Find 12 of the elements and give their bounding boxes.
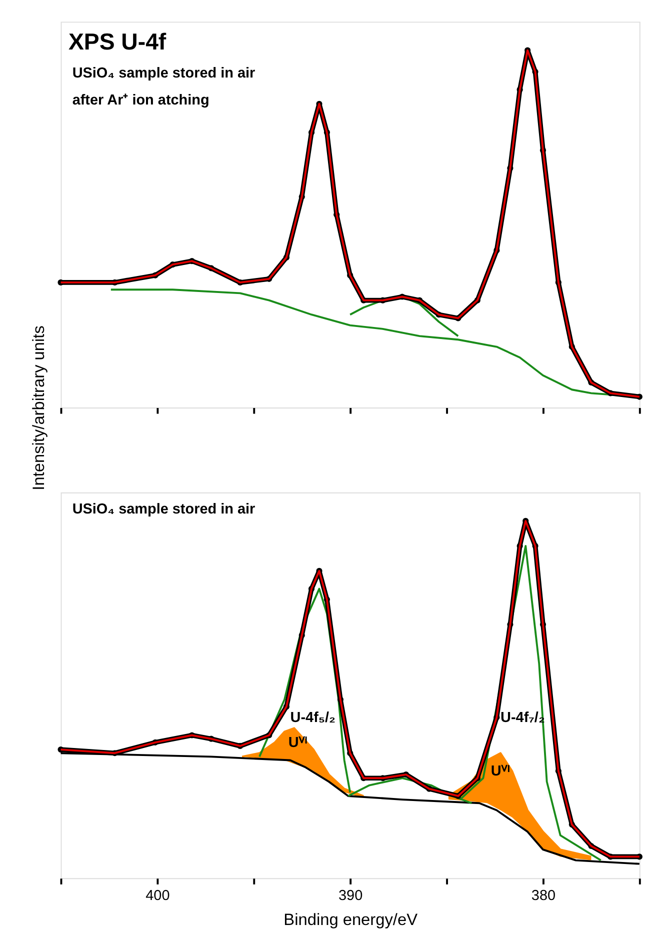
y-axis-title: Intensity/arbitrary units <box>30 326 48 490</box>
x-tick-label: 390 <box>338 888 363 904</box>
x-axis-title: Binding energy/eV <box>284 910 418 929</box>
x-tick-label: 380 <box>531 888 556 904</box>
x-tick-label: 400 <box>146 888 170 904</box>
annotation: U-4f₅/₂ <box>290 710 336 726</box>
annotation: USiO₄ sample stored in air <box>72 66 256 82</box>
text: USiO₄ sample stored in air <box>72 502 256 518</box>
annotation: Uⱽᴵ <box>490 764 510 780</box>
annotation: Uⱽᴵ <box>288 735 308 752</box>
annotation: after Ar⁺ ion atching <box>72 92 210 109</box>
chart-title: XPS U-4f <box>68 28 166 55</box>
